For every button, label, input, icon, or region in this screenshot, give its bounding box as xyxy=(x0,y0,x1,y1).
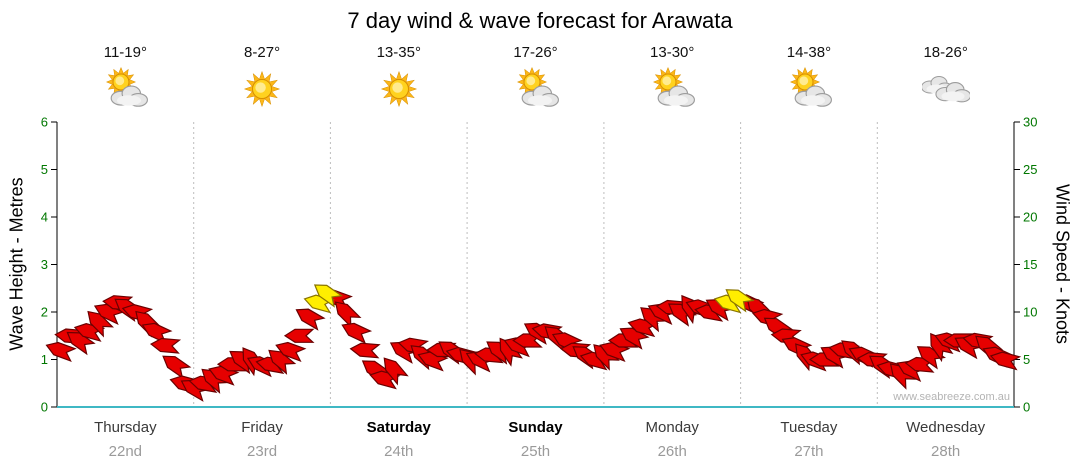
day-date: 28th xyxy=(931,443,961,460)
day-date: 26th xyxy=(657,443,687,460)
day-name: Monday xyxy=(645,419,699,436)
sun-cloud-icon xyxy=(512,66,560,112)
day-date: 25th xyxy=(520,443,551,460)
wind-barb-shape xyxy=(295,308,326,331)
left-tick-label: 2 xyxy=(41,305,48,320)
day-temp-range: 11-19° xyxy=(103,44,147,61)
right-tick-label: 30 xyxy=(1023,115,1037,130)
right-tick-label: 10 xyxy=(1023,305,1037,320)
wind-barb-shape xyxy=(916,346,946,370)
day-temp-range: 18-26° xyxy=(923,44,968,61)
chart-title: 7 day wind & wave forecast for Arawata xyxy=(347,8,733,33)
sun-cloud-icon xyxy=(785,66,833,112)
wind-barb-highlight xyxy=(313,284,344,308)
sun-cloud-icon xyxy=(648,66,696,112)
day-name: Sunday xyxy=(508,419,563,436)
wind-barb xyxy=(283,328,315,343)
wind-barb-shape xyxy=(313,284,344,308)
wind-barb-shape xyxy=(725,289,755,313)
wind-barb-shape xyxy=(283,328,315,343)
wind-barb-shape xyxy=(162,355,192,380)
left-tick-label: 4 xyxy=(41,210,48,225)
day-name: Friday xyxy=(241,419,283,436)
wind-barb xyxy=(334,301,362,329)
wind-barb xyxy=(383,357,409,386)
left-tick-label: 1 xyxy=(41,352,48,367)
wind-barb xyxy=(275,341,307,362)
wind-barb xyxy=(141,322,173,344)
right-tick-label: 5 xyxy=(1023,352,1030,367)
sun-icon xyxy=(238,66,286,112)
left-tick-label: 6 xyxy=(41,115,48,130)
wind-barb-shape xyxy=(334,301,362,329)
day-name: Saturday xyxy=(366,419,431,436)
wind-barb xyxy=(45,341,77,362)
right-tick-label: 25 xyxy=(1023,162,1037,177)
wind-barb-shape xyxy=(275,341,307,362)
wind-barb-shape xyxy=(141,322,173,344)
day-name: Thursday xyxy=(94,419,157,436)
day-date: 24th xyxy=(384,443,414,460)
day-temp-range: 14-38° xyxy=(786,44,832,61)
wind-barb-shape xyxy=(341,322,373,344)
left-tick-label: 3 xyxy=(41,257,48,272)
day-temp-range: 13-35° xyxy=(376,44,421,61)
day-temp-range: 8-27° xyxy=(244,44,281,61)
watermark: www.seabreeze.com.au xyxy=(893,391,1010,403)
left-tick-label: 0 xyxy=(41,400,48,415)
day-date: 27th xyxy=(794,443,824,460)
cloud-icon xyxy=(921,66,970,112)
day-temp-range: 17-26° xyxy=(513,44,558,61)
day-date: 23rd xyxy=(247,443,278,460)
wind-barb xyxy=(149,337,182,354)
wind-barb-shape xyxy=(45,341,77,362)
sun-cloud-icon xyxy=(101,66,149,112)
wind-barb-shape xyxy=(668,303,698,327)
wind-barb xyxy=(916,346,946,370)
wind-barb-shape xyxy=(383,357,409,386)
wind-barb xyxy=(349,342,381,359)
wind-barb xyxy=(341,322,373,344)
right-tick-label: 20 xyxy=(1023,210,1037,225)
right-tick-label: 0 xyxy=(1023,400,1030,415)
day-temp-range: 13-30° xyxy=(650,44,695,61)
right-tick-label: 15 xyxy=(1023,257,1037,272)
wind-barb xyxy=(668,303,698,327)
wind-barb-shape xyxy=(989,351,1022,371)
wind-barb xyxy=(989,351,1022,371)
left-tick-label: 5 xyxy=(41,162,48,177)
wind-barb xyxy=(162,355,192,380)
wind-barb-shape xyxy=(149,337,182,354)
wind-barb-shape xyxy=(349,342,381,359)
wind-barb xyxy=(295,308,326,331)
sun-icon xyxy=(375,66,423,112)
wind-barb-highlight xyxy=(725,289,755,313)
day-date: 22nd xyxy=(108,443,143,460)
day-name: Wednesday xyxy=(906,419,986,436)
day-name: Tuesday xyxy=(780,419,838,436)
